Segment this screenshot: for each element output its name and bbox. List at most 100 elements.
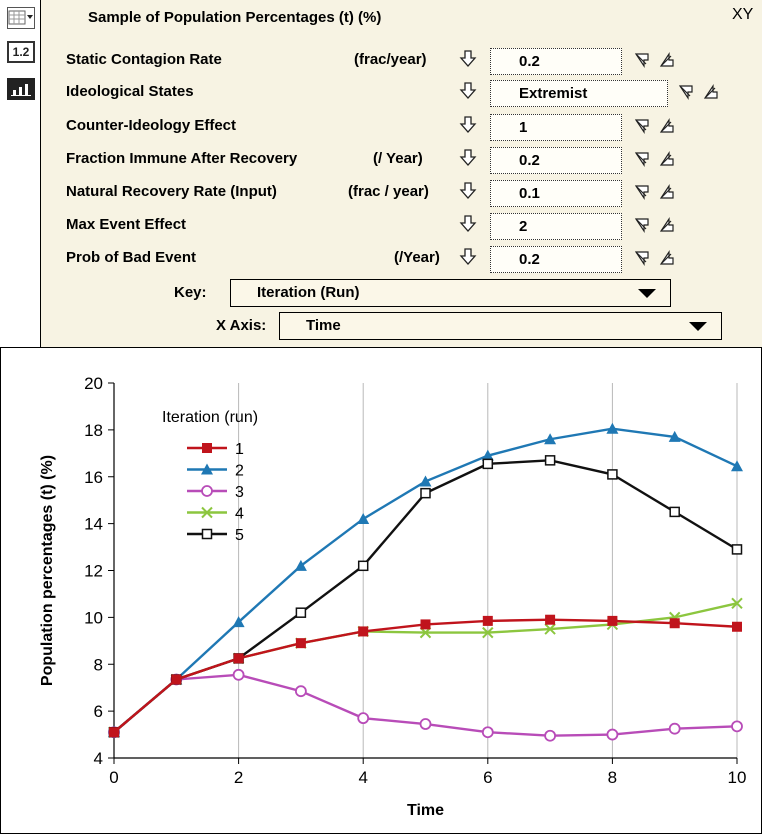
expand-collapse-icon[interactable] [633,183,679,201]
down-arrow-icon[interactable] [459,82,477,100]
key-label: Key: [174,284,207,301]
param-value-field[interactable]: 0.2 [490,147,622,174]
data-point [201,485,213,497]
x-axis-select-value: Time [306,317,341,334]
data-point [109,727,119,738]
data-point [544,455,556,466]
data-point [606,422,619,434]
legend-item: 1 [187,441,244,458]
x-axis-title: Time [407,802,444,819]
panel-title: Sample of Population Percentages (t) (%) [88,9,382,26]
numeric-view-icon[interactable]: 1.2 [7,41,35,63]
data-point [607,615,618,626]
y-tick-label: 10 [84,608,103,627]
y-tick-label: 18 [84,421,103,440]
data-point [606,728,619,741]
legend-label: 2 [235,463,244,480]
y-axis-title: Population percentages (t) (%) [39,455,56,686]
expand-collapse-icon[interactable] [633,249,679,267]
down-arrow-icon[interactable] [459,50,477,68]
param-value-field[interactable]: 1 [490,114,622,141]
data-point [668,430,681,442]
data-point [201,506,213,519]
y-tick-label: 8 [94,655,103,674]
data-point [544,433,557,445]
data-point [295,607,307,618]
data-point [731,544,743,555]
data-point [420,619,431,630]
param-label: Natural Recovery Rate (Input) [66,183,277,200]
x-tick-label: 6 [483,768,492,787]
data-point [357,560,369,572]
y-tick-label: 4 [94,749,103,768]
data-point [669,506,680,518]
parameter-panel: 1.2 Sample of Population Percentages (t)… [0,0,762,348]
x-axis-label: X Axis: [216,317,267,334]
data-point [732,621,742,632]
data-point [357,512,370,524]
left-toolbar: 1.2 [0,0,41,347]
down-arrow-icon[interactable] [459,215,477,233]
data-point [607,469,618,480]
table-view-icon[interactable] [7,7,35,29]
data-point [358,626,369,637]
expand-collapse-icon[interactable] [677,83,723,101]
y-tick-label: 14 [84,515,103,534]
legend-label: 4 [235,506,244,523]
param-unit: (/Year) [394,249,440,266]
data-point [420,487,431,499]
param-label: Static Contagion Rate [66,51,222,68]
legend-label: 5 [235,527,244,544]
param-label: Ideological States [66,83,194,100]
key-select[interactable]: Iteration (Run) [230,279,671,307]
data-point [544,623,556,635]
legend-label: 1 [235,441,244,458]
xy-button[interactable]: XY [732,6,754,23]
y-tick-label: 16 [84,468,103,487]
param-label: Fraction Immune After Recovery [66,150,298,167]
data-point [731,460,743,472]
param-value-field[interactable]: 2 [490,213,622,240]
x-tick-label: 0 [109,768,118,787]
x-tick-label: 2 [234,768,243,787]
down-arrow-icon[interactable] [459,182,477,200]
graph-view-icon[interactable] [7,78,35,100]
data-point [202,443,212,453]
data-point [482,458,494,470]
data-point [481,449,494,461]
data-point [171,674,182,685]
chevron-down-icon [638,289,656,298]
param-unit: (frac/year) [354,51,427,68]
legend-item: 5 [187,527,244,544]
data-point [294,685,307,698]
expand-collapse-icon[interactable] [633,150,679,168]
legend-item: 3 [187,484,244,501]
chevron-down-icon [689,322,707,331]
param-value-field[interactable]: 0.1 [490,180,622,207]
data-point [731,720,743,733]
y-tick-label: 6 [94,702,103,721]
legend-title: Iteration (run) [162,409,258,426]
data-point [232,616,245,628]
down-arrow-icon[interactable] [459,116,477,134]
expand-collapse-icon[interactable] [633,51,679,69]
param-value-field[interactable]: Extremist [490,80,668,107]
param-label: Counter-Ideology Effect [66,117,237,134]
data-point [419,475,432,487]
down-arrow-icon[interactable] [459,149,477,167]
param-value-field[interactable]: 0.2 [490,48,622,75]
x-axis-select[interactable]: Time [279,312,722,340]
down-arrow-icon[interactable] [459,248,477,266]
y-tick-label: 12 [84,562,103,581]
data-point [232,668,245,681]
legend-item: 4 [187,506,244,523]
series-3 [108,668,743,742]
param-label: Prob of Bad Event [66,249,197,266]
expand-collapse-icon[interactable] [633,117,679,135]
data-point [201,463,213,475]
expand-collapse-icon[interactable] [633,216,679,234]
data-point [731,597,743,610]
param-value-field[interactable]: 0.2 [490,246,622,273]
x-tick-label: 8 [608,768,617,787]
